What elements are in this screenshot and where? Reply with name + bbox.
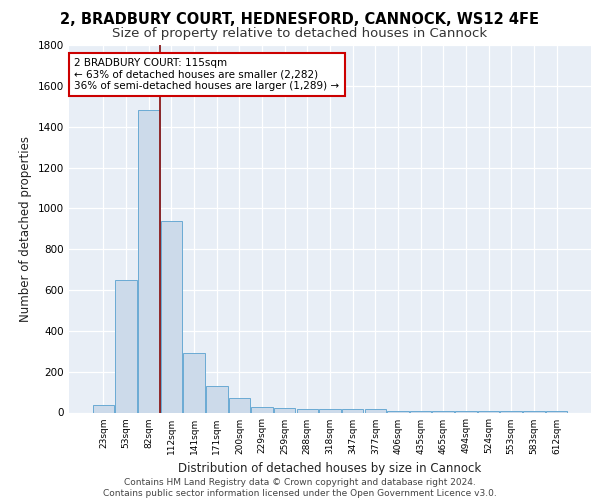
Bar	[296, 410, 318, 412]
Text: 2 BRADBURY COURT: 115sqm
← 63% of detached houses are smaller (2,282)
36% of sem: 2 BRADBURY COURT: 115sqm ← 63% of detach…	[74, 58, 340, 91]
Bar	[93, 406, 114, 412]
X-axis label: Distribution of detached houses by size in Cannock: Distribution of detached houses by size …	[178, 462, 482, 475]
Bar	[161, 220, 182, 412]
Bar	[251, 408, 273, 412]
Bar	[206, 386, 227, 412]
Bar	[365, 410, 386, 412]
Bar	[342, 410, 364, 412]
Bar	[319, 410, 341, 412]
Bar	[184, 354, 205, 412]
Bar	[115, 280, 137, 412]
Bar	[274, 408, 295, 412]
Text: 2, BRADBURY COURT, HEDNESFORD, CANNOCK, WS12 4FE: 2, BRADBURY COURT, HEDNESFORD, CANNOCK, …	[61, 12, 539, 28]
Text: Contains HM Land Registry data © Crown copyright and database right 2024.
Contai: Contains HM Land Registry data © Crown c…	[103, 478, 497, 498]
Text: Size of property relative to detached houses in Cannock: Size of property relative to detached ho…	[112, 28, 488, 40]
Bar	[138, 110, 160, 412]
Y-axis label: Number of detached properties: Number of detached properties	[19, 136, 32, 322]
Bar	[229, 398, 250, 412]
